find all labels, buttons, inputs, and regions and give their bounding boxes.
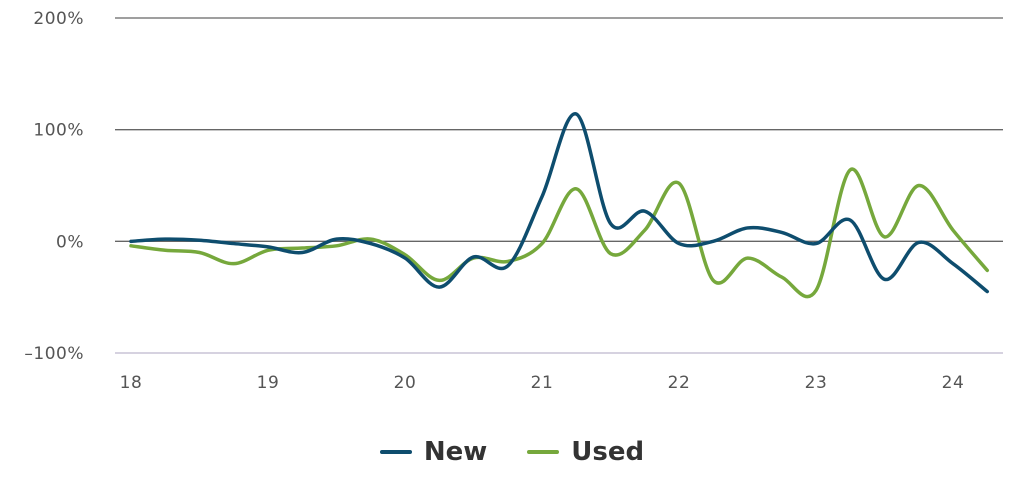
x-tick-label: 23 [805,373,828,393]
series-lines [129,112,989,299]
x-axis-tick-labels: 18 19 20 21 22 23 24 [120,373,965,393]
series-line-new [129,112,989,294]
legend-label-new: New [423,437,488,467]
x-tick-label: 24 [942,373,965,393]
x-tick-label: 20 [394,373,417,393]
x-tick-label: 22 [668,373,691,393]
y-tick-label: –100% [24,344,84,364]
legend: New Used [0,432,1024,472]
y-tick-label: 100% [33,121,84,141]
legend-item-new: New [379,437,488,467]
y-tick-label: 0% [56,232,84,252]
legend-label-used: Used [571,437,645,467]
x-tick-label: 21 [531,373,554,393]
y-axis-tick-labels: 200% 100% 0% –100% [24,9,84,364]
x-tick-label: 18 [120,373,143,393]
grid-lines [115,17,1003,354]
legend-item-used: Used [527,437,644,467]
y-tick-label: 200% [33,9,84,29]
legend-swatch-used [527,450,560,454]
legend-swatch-new [379,450,412,454]
x-tick-label: 19 [257,373,280,393]
